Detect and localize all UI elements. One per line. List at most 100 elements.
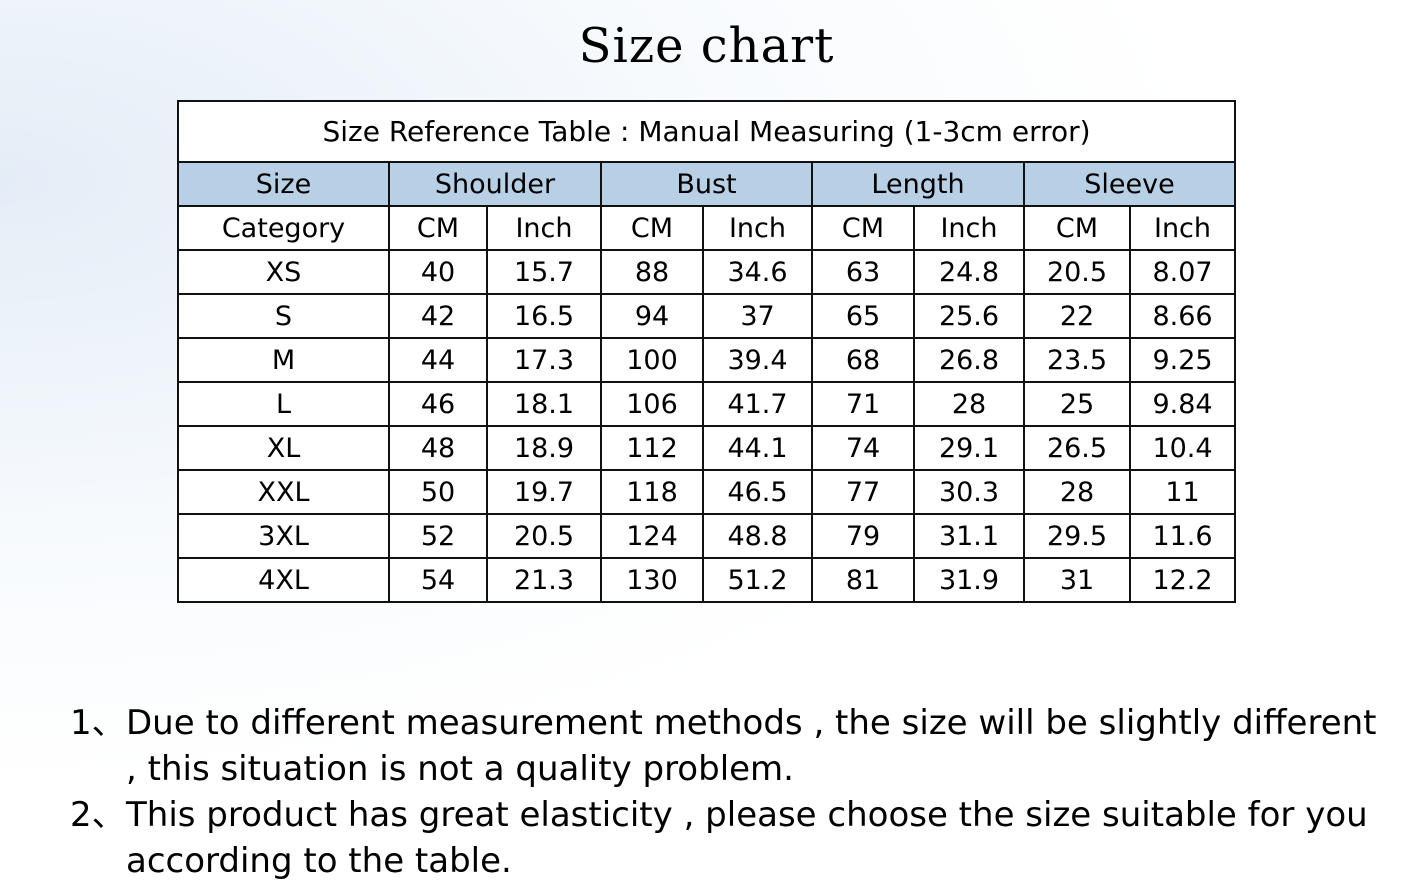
measurement-cell: 29.5 — [1023, 513, 1131, 559]
size-row: 3XL 52 20.5 124 48.8 79 31.1 29.5 11.6 — [177, 513, 1237, 559]
unit-header: Inch — [1128, 205, 1237, 251]
measurement-cell: 16.5 — [486, 293, 602, 339]
measurement-cell: 15.7 — [486, 249, 602, 295]
measurement-cell: 112 — [600, 425, 704, 471]
size-cell: XXL — [177, 469, 390, 515]
measurement-cell: 77 — [811, 469, 915, 515]
measurement-cell: 65 — [811, 293, 915, 339]
measurement-cell: 24.8 — [913, 249, 1025, 295]
measurement-cell: 94 — [600, 293, 704, 339]
page-title: Size chart — [578, 18, 835, 74]
caption-row: Size Reference Table : Manual Measuring … — [176, 100, 1237, 163]
measurement-cell: 11 — [1128, 469, 1237, 515]
measurement-cell: 29.1 — [913, 425, 1025, 471]
unit-header: Inch — [702, 205, 813, 251]
measurement-cell: 52 — [388, 513, 488, 559]
size-cell: XL — [177, 425, 390, 471]
size-row: S 42 16.5 94 37 65 25.6 22 8.66 — [177, 293, 1237, 339]
size-cell: 3XL — [177, 513, 390, 559]
size-cell: 4XL — [177, 557, 390, 603]
measurement-cell: 124 — [600, 513, 704, 559]
measurement-cell: 50 — [388, 469, 488, 515]
measurement-cell: 44.1 — [702, 425, 813, 471]
measurement-cell: 26.5 — [1023, 425, 1131, 471]
measurement-cell: 25 — [1023, 381, 1131, 427]
measurement-cell: 31 — [1023, 557, 1131, 603]
measurement-cell: 54 — [388, 557, 488, 603]
measurement-cell: 48.8 — [702, 513, 813, 559]
measurement-cell: 130 — [600, 557, 704, 603]
measurement-cell: 18.1 — [486, 381, 602, 427]
measurement-cell: 39.4 — [702, 337, 813, 383]
size-cell: S — [177, 293, 390, 339]
measurement-cell: 12.2 — [1128, 557, 1237, 603]
measurement-cell: 37 — [702, 293, 813, 339]
measurement-cell: 25.6 — [913, 293, 1025, 339]
column-header: Length — [811, 161, 1025, 207]
note-text: Due to different measurement methods , t… — [126, 703, 1377, 789]
measurement-cell: 19.7 — [486, 469, 602, 515]
unit-header: Category — [177, 205, 390, 251]
measurement-cell: 23.5 — [1023, 337, 1131, 383]
column-header: Sleeve — [1022, 161, 1237, 207]
size-row: XL 48 18.9 112 44.1 74 29.1 26.5 10.4 — [177, 425, 1237, 471]
size-row: L 46 18.1 106 41.7 71 28 25 9.84 — [177, 381, 1237, 427]
measurement-cell: 28 — [913, 381, 1025, 427]
measurement-cell: 34.6 — [702, 249, 813, 295]
unit-header: CM — [600, 205, 704, 251]
measurement-cell: 40 — [388, 249, 488, 295]
measurement-cell: 17.3 — [486, 337, 602, 383]
measurement-cell: 81 — [811, 557, 915, 603]
measurement-cell: 18.9 — [486, 425, 602, 471]
size-cell: M — [177, 337, 390, 383]
measurement-cell: 68 — [811, 337, 915, 383]
size-cell: XS — [177, 249, 390, 295]
measurement-cell: 106 — [600, 381, 704, 427]
measurement-cell: 46.5 — [702, 469, 813, 515]
measurement-cell: 44 — [388, 337, 488, 383]
measurement-cell: 31.1 — [913, 513, 1025, 559]
measurement-cell: 31.9 — [913, 557, 1025, 603]
measurement-cell: 26.8 — [913, 337, 1025, 383]
size-row: XXL 50 19.7 118 46.5 77 30.3 28 11 — [177, 469, 1237, 515]
measurement-cell: 51.2 — [702, 557, 813, 603]
measurement-cell: 21.3 — [486, 557, 602, 603]
measurement-cell: 10.4 — [1128, 425, 1237, 471]
measurement-cell: 8.66 — [1128, 293, 1237, 339]
measurement-cell: 118 — [600, 469, 704, 515]
measurement-cell: 41.7 — [702, 381, 813, 427]
measurement-cell: 8.07 — [1128, 249, 1237, 295]
measurement-cell: 20.5 — [486, 513, 602, 559]
measurement-cell: 88 — [600, 249, 704, 295]
measurement-cell: 48 — [388, 425, 488, 471]
measurement-cell: 20.5 — [1023, 249, 1131, 295]
measurement-cell: 42 — [388, 293, 488, 339]
note-marker: 1、 — [70, 703, 126, 743]
header-row: Size Shoulder Bust Length Sleeve — [177, 161, 1237, 207]
subheader-row: Category CM Inch CM Inch CM Inch CM Inch — [177, 205, 1237, 251]
measurement-cell: 11.6 — [1128, 513, 1237, 559]
measurement-cell: 63 — [811, 249, 915, 295]
table-caption: Size Reference Table : Manual Measuring … — [176, 100, 1237, 163]
note-text: This product has great elasticity , plea… — [126, 795, 1368, 881]
note: 2、 This product has great elasticity , pl… — [70, 792, 1390, 884]
note-marker: 2、 — [70, 795, 126, 835]
measurement-cell: 46 — [388, 381, 488, 427]
column-header: Bust — [600, 161, 813, 207]
size-row: 4XL 54 21.3 130 51.2 81 31.9 31 12.2 — [177, 557, 1237, 603]
measurement-cell: 74 — [811, 425, 915, 471]
measurement-cell: 100 — [600, 337, 704, 383]
column-header: Size — [177, 161, 390, 207]
measurement-cell: 28 — [1023, 469, 1131, 515]
unit-header: Inch — [913, 205, 1025, 251]
measurement-cell: 22 — [1023, 293, 1131, 339]
measurement-cell: 30.3 — [913, 469, 1025, 515]
note: 1、 Due to different measurement methods ,… — [70, 700, 1390, 792]
size-table: Size Reference Table : Manual Measuring … — [176, 100, 1237, 603]
unit-header: CM — [811, 205, 915, 251]
measurement-cell: 9.84 — [1128, 381, 1237, 427]
notes: 1、 Due to different measurement methods ,… — [70, 700, 1390, 884]
size-row: XS 40 15.7 88 34.6 63 24.8 20.5 8.07 — [177, 249, 1237, 295]
measurement-cell: 9.25 — [1128, 337, 1237, 383]
